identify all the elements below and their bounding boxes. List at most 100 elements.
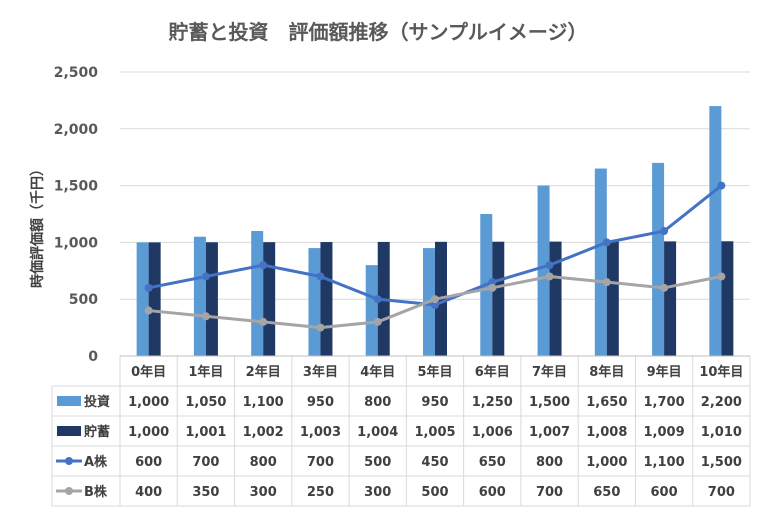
legend-key-投資: [57, 396, 81, 406]
table-cell: 1,250: [472, 395, 513, 410]
table-cell: 650: [593, 485, 620, 500]
table-cell: 250: [307, 485, 334, 500]
bar-投資-3年目: [308, 248, 321, 356]
point-A株-10年目: [717, 181, 726, 190]
table-cell: 1,006: [472, 425, 513, 440]
point-B株-5年目: [431, 295, 439, 304]
bar-貯蓄-10年目: [721, 241, 734, 356]
legend-label-B株: B株: [84, 484, 108, 500]
point-B株-3年目: [316, 323, 325, 332]
y-tick-label: 0: [88, 349, 98, 365]
bar-貯蓄-7年目: [549, 241, 562, 356]
table-cell: 1,001: [185, 425, 226, 440]
legend-label-投資: 投資: [84, 394, 110, 410]
category-label: 10年目: [699, 364, 743, 380]
legend-marker-A株: [65, 457, 73, 465]
category-label: 1年目: [188, 364, 223, 380]
category-label: 4年目: [360, 364, 395, 380]
bar-投資-2年目: [251, 231, 264, 356]
category-label: 2年目: [246, 364, 281, 380]
table-cell: 600: [479, 485, 506, 500]
table-cell: 1,004: [357, 425, 398, 440]
category-label: 3年目: [303, 364, 338, 380]
table-cell: 650: [479, 455, 506, 470]
point-B株-6年目: [488, 283, 497, 292]
bar-貯蓄-6年目: [492, 241, 505, 356]
table-cell: 2,200: [701, 395, 742, 410]
y-axis-label: 時価評価額（千円）: [29, 162, 46, 288]
legend-label-貯蓄: 貯蓄: [84, 424, 110, 440]
table-cell: 1,500: [701, 455, 742, 470]
table-cell: 1,100: [243, 395, 284, 410]
table-cell: 1,010: [701, 425, 742, 440]
table-cell: 450: [421, 455, 448, 470]
y-tick-label: 2,000: [54, 122, 99, 138]
table-cell: 1,002: [243, 425, 284, 440]
point-A株-0年目: [144, 283, 153, 292]
table-cell: 1,000: [586, 455, 627, 470]
bar-貯蓄-1年目: [205, 242, 218, 356]
table-cell: 950: [421, 395, 448, 410]
table-cell: 350: [192, 485, 219, 500]
table-cell: 1,009: [644, 425, 685, 440]
bar-貯蓄-9年目: [664, 241, 677, 356]
bar-投資-1年目: [193, 236, 206, 356]
legend-label-A株: A株: [84, 454, 108, 470]
point-B株-0年目: [144, 306, 153, 315]
point-A株-2年目: [259, 261, 268, 270]
point-B株-9年目: [660, 283, 669, 292]
legend-key-貯蓄: [57, 426, 81, 436]
table-cell: 1,008: [586, 425, 627, 440]
point-A株-6年目: [488, 278, 497, 287]
table-cell: 500: [421, 485, 448, 500]
table-cell: 1,050: [185, 395, 226, 410]
lines: [144, 181, 726, 332]
table-cell: 800: [536, 455, 563, 470]
point-A株-4年目: [373, 295, 382, 304]
bar-貯蓄-8年目: [606, 241, 619, 356]
table-cell: 1,700: [644, 395, 685, 410]
table-cell: 1,500: [529, 395, 570, 410]
table-cell: 1,005: [414, 425, 455, 440]
category-label: 6年目: [475, 364, 510, 380]
point-A株-8年目: [602, 238, 611, 247]
y-tick-label: 2,500: [54, 65, 99, 81]
bar-投資-7年目: [537, 185, 550, 356]
table-cell: 1,000: [128, 425, 169, 440]
category-label: 5年目: [417, 364, 452, 380]
point-B株-7年目: [545, 272, 554, 281]
table-cell: 300: [364, 485, 391, 500]
category-label: 7年目: [532, 364, 567, 380]
table-cell: 600: [135, 455, 162, 470]
table-cell: 700: [708, 485, 735, 500]
table-cell: 800: [364, 395, 391, 410]
y-tick-label: 1,000: [54, 235, 99, 251]
table-cell: 950: [307, 395, 334, 410]
y-tick-label: 1,500: [54, 179, 99, 195]
point-B株-4年目: [373, 317, 382, 326]
y-tick-label: 500: [69, 292, 98, 308]
bar-投資-8年目: [594, 168, 607, 356]
bar-投資-9年目: [652, 162, 665, 356]
point-B株-1年目: [201, 312, 210, 321]
table-cell: 600: [651, 485, 678, 500]
table-cell: 500: [364, 455, 391, 470]
point-B株-10年目: [717, 272, 726, 281]
bar-投資-10年目: [709, 106, 722, 356]
table-cell: 1,003: [300, 425, 341, 440]
point-B株-2年目: [259, 317, 268, 326]
category-label: 9年目: [647, 364, 682, 380]
point-B株-8年目: [602, 278, 611, 287]
bar-貯蓄-2年目: [263, 242, 276, 356]
point-A株-5年目: [431, 300, 439, 309]
table-cell: 800: [250, 455, 277, 470]
point-A株-9年目: [660, 227, 669, 236]
y-axis-ticks: 0 500 1,000 1,500 2,000 2,500: [54, 65, 99, 365]
table-cell: 700: [536, 485, 563, 500]
chart-title: 貯蓄と投資 評価額推移（サンプルイメージ）: [169, 20, 588, 44]
table-cell: 700: [307, 455, 334, 470]
bar-貯蓄-0年目: [148, 242, 161, 356]
table-cell: 1,000: [128, 395, 169, 410]
